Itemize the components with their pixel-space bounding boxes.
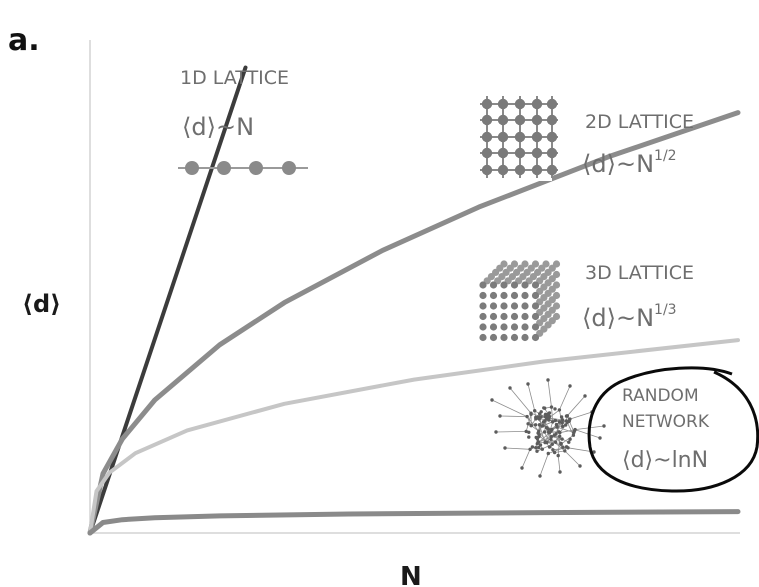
series-formula-2d: ⟨d⟩~N1/2: [582, 148, 677, 178]
cube-icon: [478, 260, 561, 342]
series-3d-lattice: [88, 338, 740, 535]
series-name-random-line2: NETWORK: [622, 412, 710, 432]
hand-drawn-circle: [587, 366, 759, 493]
series-name-random-line1: RANDOM: [622, 386, 699, 406]
grid-icon: [478, 95, 558, 181]
series-2d-lattice: [87, 110, 741, 536]
series-formula-3d: ⟨d⟩~N1/3: [582, 302, 677, 332]
formula-3d-exp: 1/3: [654, 302, 677, 318]
series-random-network: [87, 509, 741, 536]
formula-3d-base: ⟨d⟩~N: [582, 304, 654, 332]
series-name-1d: 1D LATTICE: [180, 67, 289, 89]
y-axis-title: ⟨d⟩: [22, 290, 61, 318]
series-formula-1d: ⟨d⟩~N: [182, 113, 254, 141]
formula-2d-exp: 1/2: [654, 148, 677, 164]
series-formula-random: ⟨d⟩~lnN: [622, 448, 708, 473]
formula-2d-base: ⟨d⟩~N: [582, 150, 654, 178]
label-random: RANDOM NETWORK ⟨d⟩~lnN: [622, 386, 710, 473]
chain-icon: [178, 161, 308, 175]
label-1d: 1D LATTICE ⟨d⟩~N: [180, 67, 289, 141]
series-name-2d: 2D LATTICE: [585, 111, 694, 133]
label-2d: 2D LATTICE ⟨d⟩~N1/2: [582, 111, 694, 178]
series-name-3d: 3D LATTICE: [585, 262, 694, 284]
label-3d: 3D LATTICE ⟨d⟩~N1/3: [582, 262, 694, 332]
panel-label: a.: [8, 23, 40, 58]
network-icon: [490, 378, 606, 478]
series-curves: [87, 65, 741, 536]
x-axis-title: N: [400, 562, 422, 587]
